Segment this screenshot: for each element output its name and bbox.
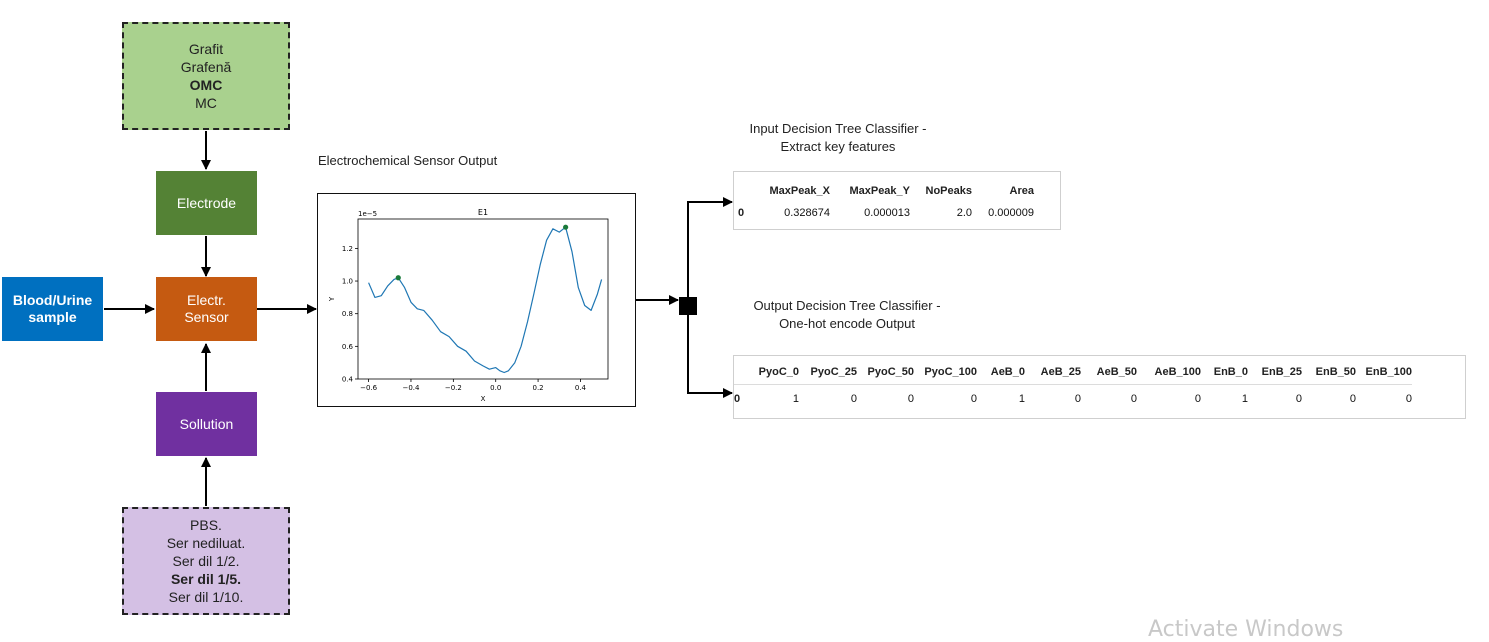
- input-col-header: MaxPeak_X: [769, 185, 830, 197]
- y-tick-label: 1.0: [342, 278, 353, 286]
- output-col-header: EnB_25: [1261, 365, 1302, 378]
- input-caption-line1: Input Decision Tree Classifier -: [749, 121, 927, 136]
- output-cell: 0: [1349, 393, 1356, 406]
- output-col-header: EnB_0: [1213, 365, 1248, 378]
- electrode-materials-box: Grafit Grafenă OMC MC: [122, 22, 290, 130]
- solution-option: Ser nediluat.: [166, 535, 246, 551]
- output-cell: 1: [1241, 393, 1248, 406]
- solution-option: Ser dil 1/10.: [168, 589, 244, 605]
- input-cell: 0.000013: [864, 207, 910, 219]
- materials-line: Grafit: [188, 41, 224, 57]
- input-features-table: MaxPeak_X MaxPeak_Y NoPeaks Area 0 0.328…: [733, 171, 1061, 230]
- input-table-caption: Input Decision Tree Classifier - Extract…: [720, 120, 956, 156]
- y-tick-label: 0.6: [342, 343, 354, 351]
- peak-marker: [563, 224, 569, 230]
- materials-line: MC: [195, 95, 217, 111]
- electrode-box: Electrode: [156, 171, 257, 235]
- output-caption-line1: Output Decision Tree Classifier -: [753, 298, 941, 313]
- x-tick-label: 0.0: [490, 384, 501, 392]
- output-col-header: AeB_0: [990, 365, 1025, 378]
- y-tick-label: 0.8: [342, 310, 353, 318]
- output-caption-line2: One-hot encode Output: [779, 316, 915, 331]
- output-cell: 0: [1074, 393, 1081, 406]
- y-axis-label: Y: [328, 296, 336, 302]
- materials-line: Grafenă: [180, 59, 232, 75]
- output-col-header: EnB_100: [1365, 365, 1412, 378]
- x-tick-label: 0.2: [533, 384, 544, 392]
- output-table-row: 0 1 0 0 0 1 0 0 0 1 0 0 0: [734, 384, 1412, 414]
- output-cell: 0: [970, 393, 977, 406]
- output-index-header: [734, 360, 752, 384]
- output-onehot-table: PyoC_0 PyoC_25 PyoC_50 PyoC_100 AeB_0 Ae…: [733, 355, 1466, 419]
- output-col-header: AeB_100: [1154, 365, 1201, 378]
- output-cell: 1: [792, 393, 799, 406]
- output-cell: 0: [1194, 393, 1201, 406]
- output-col-header: PyoC_0: [758, 365, 799, 378]
- output-cell: 0: [907, 393, 914, 406]
- activate-windows-watermark: Activate Windows: [1148, 617, 1344, 642]
- sensor-label: Electr. Sensor: [184, 292, 229, 325]
- output-cell: 0: [850, 393, 857, 406]
- output-table-header-row: PyoC_0 PyoC_25 PyoC_50 PyoC_100 AeB_0 Ae…: [734, 360, 1412, 384]
- x-tick-label: −0.6: [360, 384, 378, 392]
- x-tick-label: −0.2: [445, 384, 462, 392]
- input-table-row: 0 0.328674 0.000013 2.0 0.000009: [738, 202, 1034, 224]
- output-cell: 0: [1405, 393, 1412, 406]
- junction-node: [679, 297, 697, 315]
- peak-marker: [395, 275, 401, 281]
- solution-options-box: PBS. Ser nediluat. Ser dil 1/2. Ser dil …: [122, 507, 290, 615]
- y-tick-label: 1.2: [342, 245, 353, 253]
- x-axis-label: X: [481, 395, 486, 403]
- sample-label: Blood/Urine sample: [12, 292, 93, 325]
- electrode-label: Electrode: [176, 194, 237, 211]
- sample-box: Blood/Urine sample: [2, 277, 103, 341]
- output-col-header: AeB_25: [1040, 365, 1081, 378]
- input-table-header-row: MaxPeak_X MaxPeak_Y NoPeaks Area: [738, 180, 1034, 202]
- output-cell: 1: [1018, 393, 1025, 406]
- arrow-junction-to-input-table: [687, 197, 733, 297]
- input-col-header: NoPeaks: [925, 185, 972, 197]
- input-col-header: MaxPeak_Y: [849, 185, 910, 197]
- sensor-output-caption: Electrochemical Sensor Output: [318, 153, 498, 168]
- series-line: [368, 226, 603, 374]
- input-row-index: 0: [738, 207, 745, 219]
- y-tick-label: 0.4: [342, 376, 354, 384]
- y-offset-text: 1e−5: [358, 210, 377, 218]
- output-col-header: PyoC_50: [867, 365, 914, 378]
- sensor-output-frame: −0.6 −0.4 −0.2 0.0 0.2 0.4 0.4 0.6 0.8 1.0 1.2 E1 1e…: [317, 193, 636, 407]
- input-cell: 0.000009: [988, 207, 1034, 219]
- arrow-junction-to-output-table: [687, 315, 733, 398]
- x-tick-label: −0.4: [402, 384, 420, 392]
- plot-area: [357, 218, 609, 380]
- input-cell: 0.328674: [784, 207, 830, 219]
- output-col-header: PyoC_25: [810, 365, 857, 378]
- solution-box: Sollution: [156, 392, 257, 456]
- sensor-box: Electr. Sensor: [156, 277, 257, 341]
- output-row-index: 0: [734, 393, 741, 406]
- output-col-header: EnB_50: [1315, 365, 1356, 378]
- sensor-output-chart: −0.6 −0.4 −0.2 0.0 0.2 0.4 0.4 0.6 0.8 1.0 1.2 E1 1e…: [328, 208, 609, 403]
- solution-option-selected: Ser dil 1/5.: [170, 571, 242, 587]
- solution-label: Sollution: [179, 415, 234, 432]
- materials-line-selected: OMC: [189, 77, 223, 93]
- x-tick-label: 0.4: [575, 384, 587, 392]
- input-index-header: [738, 180, 756, 202]
- solution-option: PBS.: [190, 517, 222, 533]
- output-col-header: PyoC_100: [924, 365, 977, 378]
- chart-title: E1: [478, 208, 488, 217]
- output-col-header: AeB_50: [1096, 365, 1137, 378]
- input-caption-line2: Extract key features: [780, 139, 896, 154]
- solution-option: Ser dil 1/2.: [172, 553, 240, 569]
- output-cell: 0: [1295, 393, 1302, 406]
- output-table-caption: Output Decision Tree Classifier - One-ho…: [722, 297, 972, 333]
- input-col-header: Area: [1009, 185, 1034, 197]
- output-cell: 0: [1130, 393, 1137, 406]
- input-cell: 2.0: [956, 207, 972, 219]
